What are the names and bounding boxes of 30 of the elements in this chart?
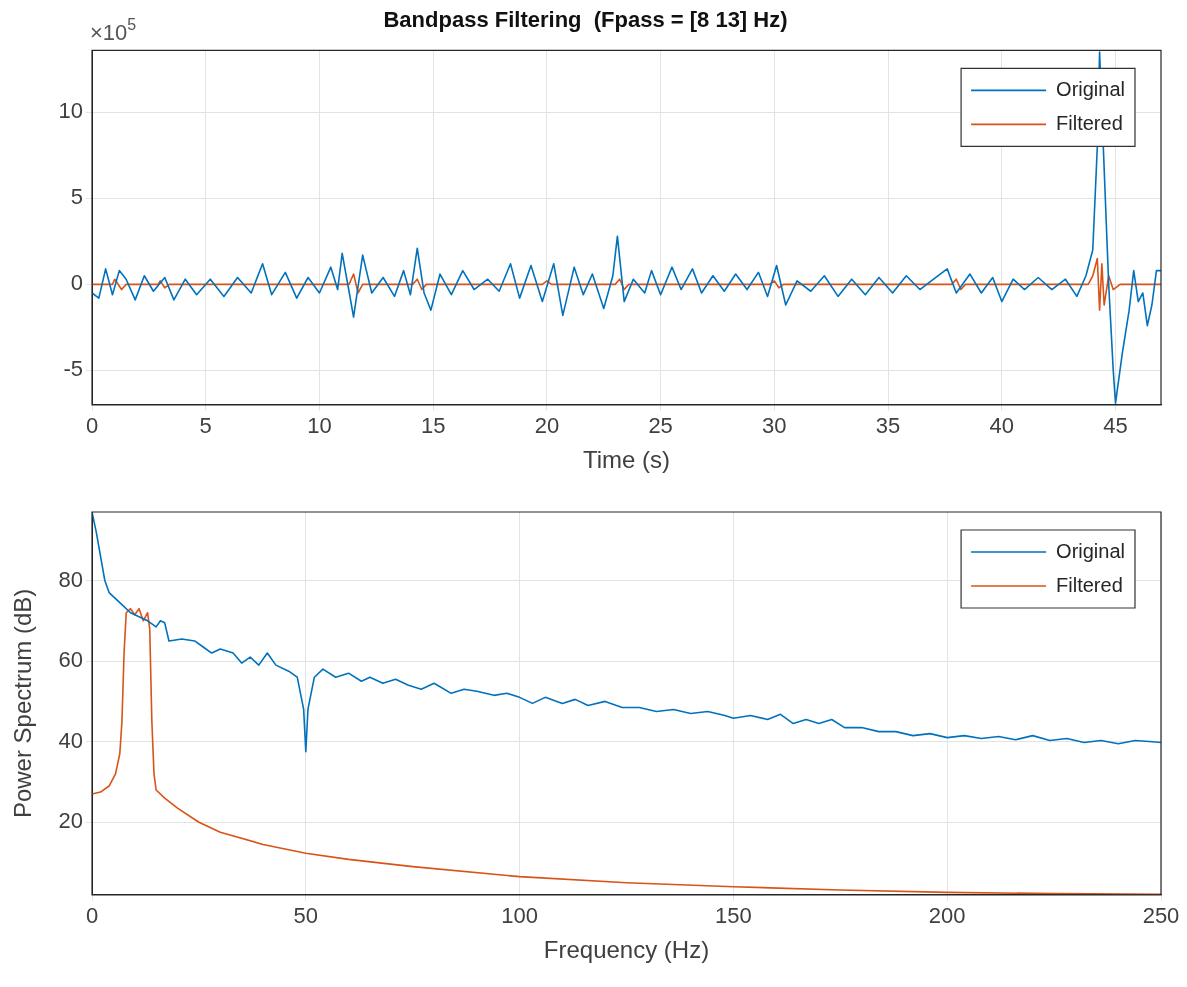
y-tick-label: 5 <box>70 184 83 210</box>
legend-label: Filtered <box>1056 573 1123 596</box>
y-tick-label: 80 <box>58 566 83 592</box>
x-tick-label: 100 <box>501 903 538 929</box>
x-tick-label: 35 <box>875 413 901 439</box>
legend-label: Original <box>1056 77 1126 100</box>
x-tick-label: 50 <box>293 903 319 929</box>
x-tick-label: 25 <box>648 413 673 439</box>
x-tick-label: 20 <box>534 413 560 439</box>
x-tick-label: 15 <box>420 413 446 439</box>
y-tick-label: 0 <box>70 270 83 296</box>
y-tick-label: 20 <box>58 808 83 834</box>
y-tick-label: -5 <box>63 356 83 382</box>
x-tick-label: 5 <box>199 413 212 439</box>
legend-label: Filtered <box>1056 111 1123 134</box>
x-tick-label: 150 <box>715 903 752 929</box>
x-tick-label: 250 <box>1142 903 1180 929</box>
x-tick-label: 30 <box>762 413 787 439</box>
x-axis-title: Time (s) <box>582 446 671 474</box>
x-tick-label: 10 <box>307 413 332 439</box>
x-axis-title: Frequency (Hz) <box>543 936 710 964</box>
y-tick-label: 40 <box>58 727 83 753</box>
legend-label: Original <box>1056 539 1126 562</box>
chart-title: Bandpass Filtering (Fpass = [8 13] Hz) <box>383 7 788 33</box>
y-axis-title: Power Spectrum (dB) <box>9 588 37 819</box>
x-tick-label: 200 <box>928 903 966 929</box>
x-tick-label: 45 <box>1103 413 1128 439</box>
y-tick-label: 10 <box>58 98 83 124</box>
x-tick-label: 40 <box>989 413 1015 439</box>
y-tick-label: 60 <box>58 647 83 673</box>
